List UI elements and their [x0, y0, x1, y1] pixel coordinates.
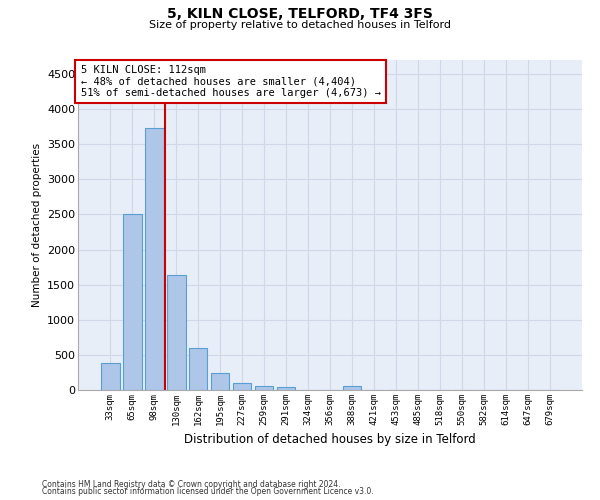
Bar: [189, 348, 208, 390]
Bar: [145, 128, 164, 390]
Text: 5 KILN CLOSE: 112sqm
← 48% of detached houses are smaller (4,404)
51% of semi-de: 5 KILN CLOSE: 112sqm ← 48% of detached h…: [80, 65, 380, 98]
Text: Contains public sector information licensed under the Open Government Licence v3: Contains public sector information licen…: [42, 488, 374, 496]
Text: 5, KILN CLOSE, TELFORD, TF4 3FS: 5, KILN CLOSE, TELFORD, TF4 3FS: [167, 8, 433, 22]
Bar: [167, 275, 185, 390]
Text: Contains HM Land Registry data © Crown copyright and database right 2024.: Contains HM Land Registry data © Crown c…: [42, 480, 341, 489]
Bar: [233, 382, 251, 390]
Bar: [255, 386, 274, 390]
Bar: [277, 387, 295, 390]
Bar: [211, 373, 229, 390]
Bar: [101, 364, 119, 390]
Bar: [123, 214, 142, 390]
Y-axis label: Number of detached properties: Number of detached properties: [32, 143, 41, 307]
Bar: [343, 386, 361, 390]
X-axis label: Distribution of detached houses by size in Telford: Distribution of detached houses by size …: [184, 434, 476, 446]
Text: Size of property relative to detached houses in Telford: Size of property relative to detached ho…: [149, 20, 451, 30]
